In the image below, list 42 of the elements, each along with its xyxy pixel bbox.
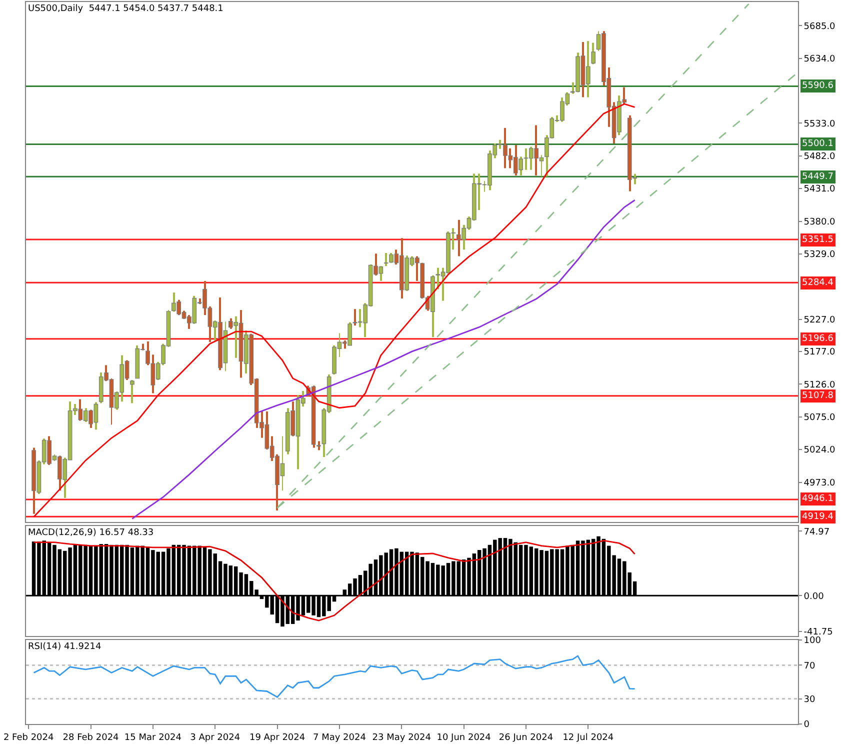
y-tick-label: 5634.0 — [804, 54, 836, 65]
chart-title: MACD(12,26,9) 16.57 48.33 — [28, 528, 154, 538]
y-tick-label: 5177.0 — [804, 348, 836, 358]
ref-line-label: 5284.4 — [802, 278, 834, 288]
x-tick-label: 12 Jul 2024 — [562, 732, 614, 743]
y-tick-label: 5227.0 — [804, 316, 836, 326]
x-tick-label: 15 Mar 2024 — [124, 732, 182, 743]
x-tick-label: 23 May 2024 — [372, 732, 432, 743]
y-tick-label: 5685.0 — [804, 22, 836, 32]
ref-line-label: 4946.1 — [802, 494, 834, 504]
y-tick-label: -41.75 — [804, 628, 833, 638]
ref-line-label: 4919.4 — [802, 512, 834, 522]
y-tick-label: 5380.0 — [804, 217, 836, 228]
y-tick-label: 100 — [804, 636, 822, 646]
x-tick-label: 10 Jun 2024 — [436, 732, 492, 743]
x-tick-label: 26 Jun 2024 — [498, 732, 554, 743]
y-tick-label: 5329.0 — [804, 250, 836, 260]
ref-line-label: 5500.1 — [802, 139, 834, 149]
y-tick-label: 5075.0 — [804, 413, 836, 423]
y-tick-label: 70 — [804, 661, 816, 672]
chart-title: RSI(14) 41.9214 — [28, 642, 102, 652]
x-tick-label: 19 Apr 2024 — [249, 732, 306, 743]
x-tick-label: 3 Apr 2024 — [190, 732, 240, 743]
y-tick-label: 74.97 — [804, 527, 830, 538]
y-tick-label: 5126.0 — [804, 380, 836, 390]
y-tick-label: 4973.0 — [804, 478, 836, 488]
chart-title: US500,Daily 5447.1 5454.0 5437.7 5448.1 — [28, 4, 224, 14]
x-tick-label: 2 Feb 2024 — [3, 732, 54, 743]
ref-line-label: 5351.5 — [802, 235, 834, 245]
x-tick-label: 28 Feb 2024 — [62, 732, 120, 743]
y-tick-label: 5533.0 — [804, 119, 836, 130]
y-tick-label: 5482.0 — [804, 152, 836, 162]
y-tick-label: 30 — [804, 694, 816, 705]
ref-line-label: 5449.7 — [802, 172, 834, 182]
y-tick-label: 5431.0 — [804, 184, 836, 195]
x-tick-label: 7 May 2024 — [312, 732, 366, 743]
y-tick-label: 0.00 — [804, 592, 824, 602]
ref-line-label: 5107.8 — [802, 391, 834, 401]
ref-line-label: 5196.6 — [802, 334, 834, 344]
y-tick-label: 0 — [804, 720, 810, 730]
y-tick-label: 5024.0 — [804, 446, 836, 456]
ref-line-label: 5590.6 — [802, 81, 834, 91]
